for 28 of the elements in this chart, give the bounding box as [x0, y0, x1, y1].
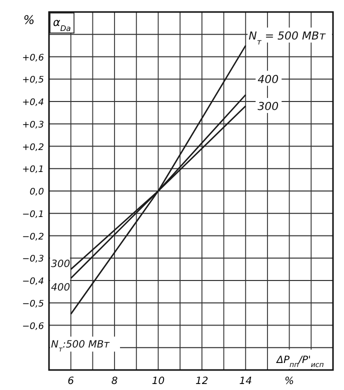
- y-tick-label: +0,2: [22, 142, 44, 153]
- series-label: 400: [51, 282, 70, 294]
- y-axis-title: %: [23, 13, 35, 27]
- series-label: N$_{т}$ = 500 МВт: [248, 30, 326, 46]
- x-tick-label: 14: [239, 376, 252, 387]
- y-tick-label: −0,3: [22, 254, 44, 265]
- annotation: N$_{т}$:500 МВт: [51, 340, 111, 354]
- x-tick-label: 8: [111, 376, 118, 387]
- y-tick-label: −0,6: [22, 322, 44, 332]
- x-tick-label: 6: [68, 376, 74, 387]
- y-tick-label: −0,5: [22, 299, 44, 310]
- x-tick-label: %: [284, 376, 294, 387]
- x-tick-label: 10: [152, 376, 165, 387]
- y-tick-label: +0,1: [22, 165, 44, 176]
- text: α$_{Dа}$: [53, 16, 72, 32]
- y-tick-label: +0,4: [22, 98, 44, 108]
- y-tick-label: −0,4: [22, 277, 44, 287]
- x-tick-label: 12: [196, 376, 208, 387]
- series-label: 300: [51, 259, 70, 270]
- annotation: 300: [258, 100, 279, 113]
- y-tick-label: +0,3: [22, 120, 44, 130]
- y-tick-label: +0,5: [22, 76, 44, 86]
- annotation: 400: [258, 72, 279, 86]
- y-tick-label: 0,0: [30, 188, 44, 198]
- y-tick-label: −0,1: [22, 210, 44, 220]
- y-tick-label: +0,6: [22, 53, 44, 64]
- y-tick-label: −0,2: [22, 232, 44, 242]
- x-axis-title: ΔP$_{пп}$/P'$_{исп}$: [276, 355, 324, 369]
